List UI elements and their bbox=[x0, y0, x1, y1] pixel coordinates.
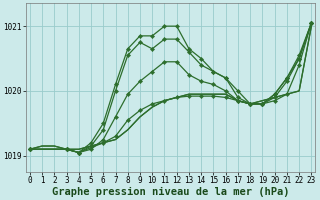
X-axis label: Graphe pression niveau de la mer (hPa): Graphe pression niveau de la mer (hPa) bbox=[52, 186, 289, 197]
